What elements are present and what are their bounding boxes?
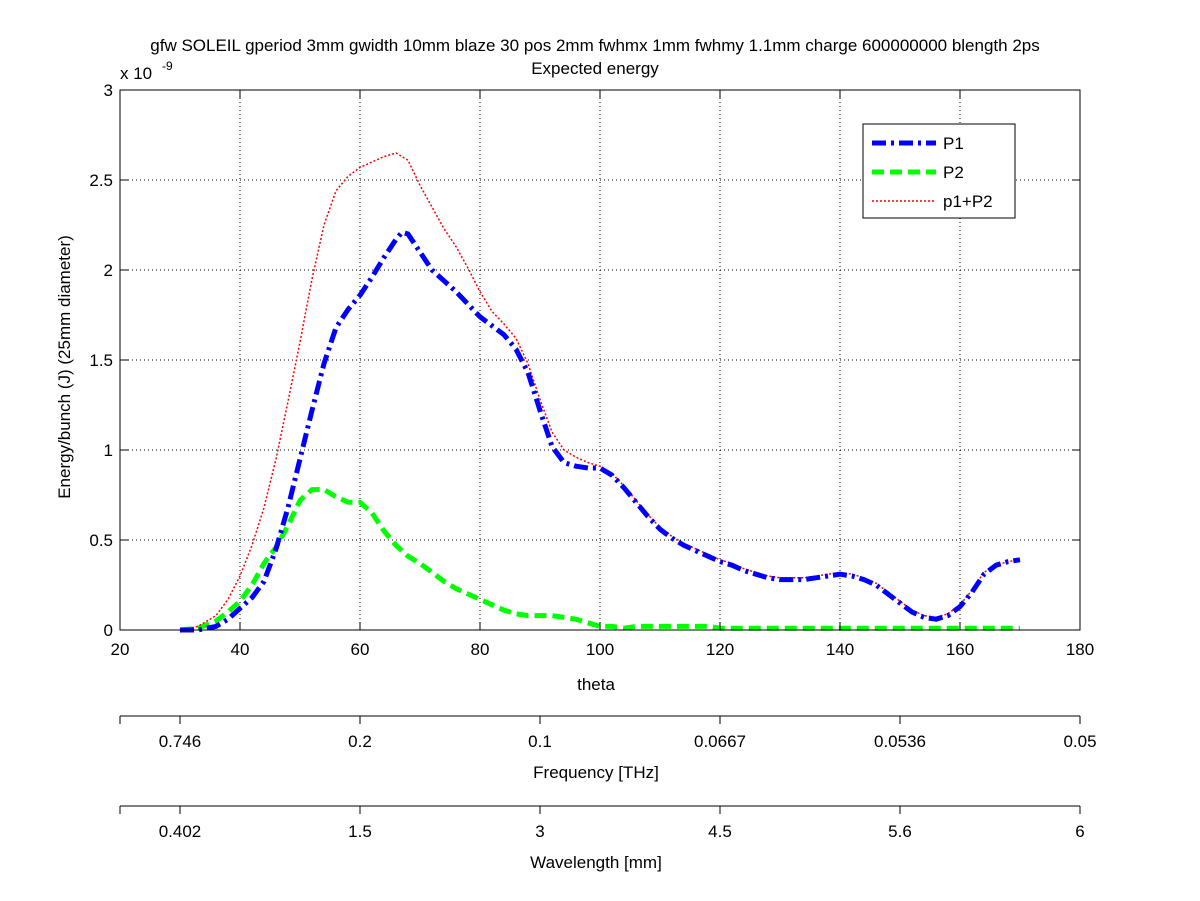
- y-tick-label: 2.5: [89, 171, 113, 190]
- secondary-axis-tick-label: 4.5: [708, 822, 732, 841]
- secondary-axis-tick-label: 0.05: [1063, 732, 1096, 751]
- x-tick-label: 60: [351, 640, 370, 659]
- y-tick-label: 1.5: [89, 351, 113, 370]
- chart-title: gfw SOLEIL gperiod 3mm gwidth 10mm blaze…: [150, 36, 1039, 55]
- secondary-axis-tick-label: 0.402: [159, 822, 202, 841]
- secondary-axis-tick-label: 1.5: [348, 822, 372, 841]
- frequency-axis-label: Frequency [THz]: [533, 763, 659, 782]
- legend-label-P1: P1: [943, 134, 964, 153]
- chart-subtitle: Expected energy: [531, 59, 659, 78]
- x-tick-label: 180: [1066, 640, 1094, 659]
- series-line-P2: [179, 487, 1020, 633]
- series-line-P1: [180, 229, 1021, 633]
- y-multiplier: x 10 -9: [120, 59, 173, 83]
- legend-label-P2: P2: [943, 163, 964, 182]
- y-tick-label: 0: [104, 621, 113, 640]
- y-multiplier-label: x 10: [120, 64, 152, 83]
- x-tick-label: 20: [111, 640, 130, 659]
- x-tick-label: 160: [946, 640, 974, 659]
- x-tick-label: 40: [231, 640, 250, 659]
- secondary-axis-tick-label: 5.6: [888, 822, 912, 841]
- secondary-axis-tick-label: 0.0536: [874, 732, 926, 751]
- y-tick-label: 3: [104, 81, 113, 100]
- secondary-axis-tick-label: 0.1: [528, 732, 552, 751]
- x-tick-label: 140: [826, 640, 854, 659]
- x-tick-label: 120: [706, 640, 734, 659]
- y-tick-label: 1: [104, 441, 113, 460]
- legend-box: [862, 123, 1016, 219]
- y-axis: 0 0.5 1 1.5 2 2.5 3: [89, 81, 1080, 640]
- frequency-axis: 0.746 0.2 0.1 0.0667 0.0536 0.05: [119, 715, 1097, 751]
- secondary-axis-tick-label: 0.746: [159, 732, 202, 751]
- y-axis-label: Energy/bunch (J) (25mm diameter): [55, 235, 74, 499]
- wavelength-axis-label: Wavelength [mm]: [530, 853, 662, 872]
- legend: P1 P2 p1+P2: [862, 123, 1016, 219]
- series-layer: [179, 152, 1021, 633]
- secondary-axis-tick-label: 0.0667: [694, 732, 746, 751]
- x-axis-label: theta: [577, 675, 615, 694]
- y-multiplier-exponent: -9: [162, 59, 173, 73]
- x-tick-label: 80: [471, 640, 490, 659]
- secondary-axis-tick-label: 6: [1075, 822, 1084, 841]
- wavelength-axis: 0.402 1.5 3 4.5 5.6 6: [119, 805, 1085, 841]
- legend-label-sum: p1+P2: [943, 192, 993, 211]
- x-tick-label: 100: [586, 640, 614, 659]
- y-tick-label: 0.5: [89, 531, 113, 550]
- secondary-axis-tick-label: 0.2: [348, 732, 372, 751]
- y-tick-label: 2: [104, 261, 113, 280]
- x-axis: 20 40 60 80 100 120 140 160 180: [111, 90, 1094, 659]
- secondary-axis-tick-label: 3: [535, 822, 544, 841]
